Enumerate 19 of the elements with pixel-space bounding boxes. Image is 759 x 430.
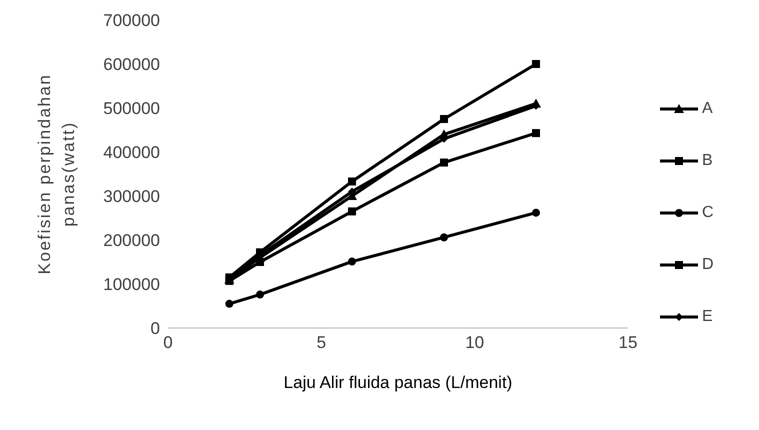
y-tick-label: 500000 [103, 99, 160, 118]
legend-label: B [702, 152, 713, 170]
x-tick-label: 5 [316, 333, 326, 352]
x-tick-label: 10 [465, 333, 484, 352]
y-tick-label: 0 [150, 319, 160, 338]
y-tick-label: 200000 [103, 231, 160, 250]
legend-label: E [702, 308, 713, 326]
y-tick-label: 300000 [103, 187, 160, 206]
y-tick-label: 600000 [103, 55, 160, 74]
legend-label: D [702, 256, 714, 274]
x-axis-title: Laju Alir fluida panas (L/menit) [284, 373, 512, 392]
y-tick-label: 700000 [103, 11, 160, 30]
legend-label: C [702, 204, 714, 222]
x-tick-label: 0 [163, 333, 173, 352]
y-axis-title: Koefisien perpindahan panas(watt) [35, 74, 78, 274]
y-tick-label: 100000 [103, 275, 160, 294]
y-tick-label: 400000 [103, 143, 160, 162]
legend-label: A [702, 100, 713, 118]
x-tick-label: 15 [618, 333, 638, 352]
